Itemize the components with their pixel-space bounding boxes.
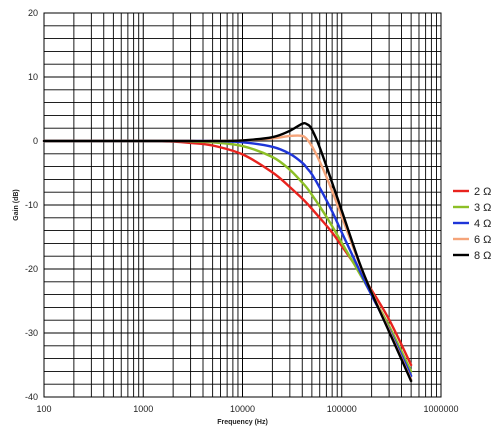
y-axis-label: Gain (dB) [13, 189, 20, 221]
y-tick-label: -10 [25, 200, 38, 210]
y-tick-label: 20 [28, 8, 38, 18]
y-tick-label: -40 [25, 392, 38, 402]
x-tick-label: 100 [36, 404, 51, 414]
legend-label: 3 Ω [474, 202, 491, 214]
x-tick-labels: 100 1000 10000 100000 1000000 [36, 404, 458, 414]
x-tick-label: 100000 [327, 404, 357, 414]
y-tick-label: -20 [25, 264, 38, 274]
legend-label: 2 Ω [474, 186, 491, 198]
x-axis-label: Frequency (Hz) [217, 419, 268, 426]
plot-frame [43, 12, 442, 398]
legend-label: 8 Ω [474, 250, 491, 262]
legend-label: 6 Ω [474, 234, 491, 246]
y-tick-labels: 20 10 0 -10 -20 -30 -40 [25, 8, 38, 402]
x-tick-label: 1000000 [423, 404, 458, 414]
series-line [42, 122, 413, 383]
y-tick-label: 0 [33, 136, 38, 146]
x-tick-label: 10000 [230, 404, 255, 414]
legend: 2 Ω 3 Ω 4 Ω 6 Ω 8 Ω [453, 186, 491, 262]
y-tick-label: -30 [25, 328, 38, 338]
legend-label: 4 Ω [474, 218, 491, 230]
x-tick-label: 1000 [133, 404, 153, 414]
series-lines [42, 122, 413, 383]
y-tick-label: 10 [28, 72, 38, 82]
